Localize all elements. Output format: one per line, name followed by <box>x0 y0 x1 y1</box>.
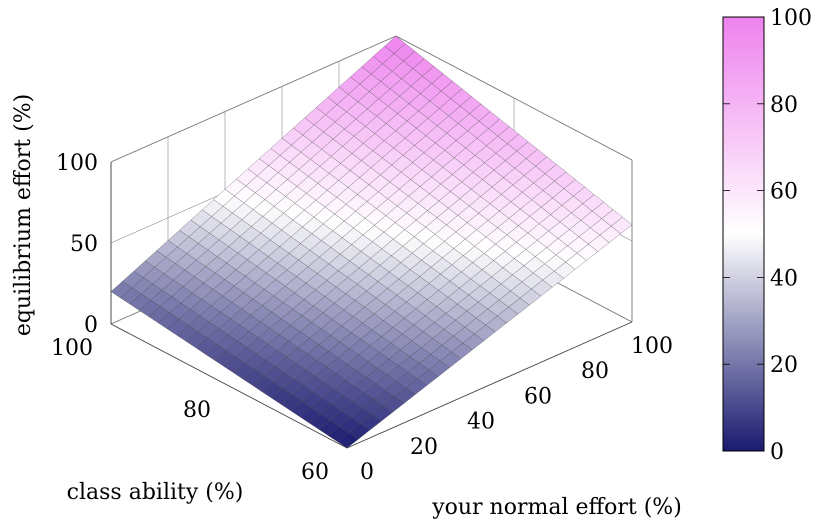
grid-line <box>395 35 633 161</box>
x-tick-label: 40 <box>467 410 495 435</box>
y-tick-label: 60 <box>301 460 329 485</box>
y-axis-line <box>110 323 348 449</box>
z-tick-label: 0 <box>84 313 98 338</box>
colorbar-tick-label: 60 <box>770 180 798 205</box>
surface-mesh <box>110 35 633 449</box>
colorbar-tick-label: 20 <box>770 353 798 378</box>
colorbar-ticks: 0 20 40 60 80 100 <box>723 6 812 465</box>
colorbar-tick-label: 40 <box>770 266 798 291</box>
y-tick-label: 80 <box>183 398 211 423</box>
grid-line <box>110 35 397 163</box>
x-tick-label: 80 <box>581 359 609 384</box>
x-tick-label: 60 <box>524 384 552 409</box>
z-axis-label: equilibrium effort (%) <box>11 94 36 336</box>
colorbar-tick-label: 100 <box>770 6 812 31</box>
surface-cell <box>337 432 359 449</box>
x-tick-label: 20 <box>410 435 438 460</box>
x-tick-label: 100 <box>631 334 673 359</box>
x-axis-label: your normal effort (%) <box>431 495 682 520</box>
colorbar <box>722 16 765 452</box>
x-tick-label: 0 <box>360 460 374 485</box>
y-tick-label: 100 <box>51 336 93 361</box>
colorbar-tick-label: 0 <box>770 440 784 465</box>
x-axis-line <box>346 321 633 449</box>
axis-box-front <box>110 162 633 449</box>
colorbar-tick-label: 80 <box>770 93 798 118</box>
z-tick-label: 100 <box>56 151 98 176</box>
y-axis-label: class ability (%) <box>67 480 244 505</box>
z-tick-label: 50 <box>70 232 98 257</box>
